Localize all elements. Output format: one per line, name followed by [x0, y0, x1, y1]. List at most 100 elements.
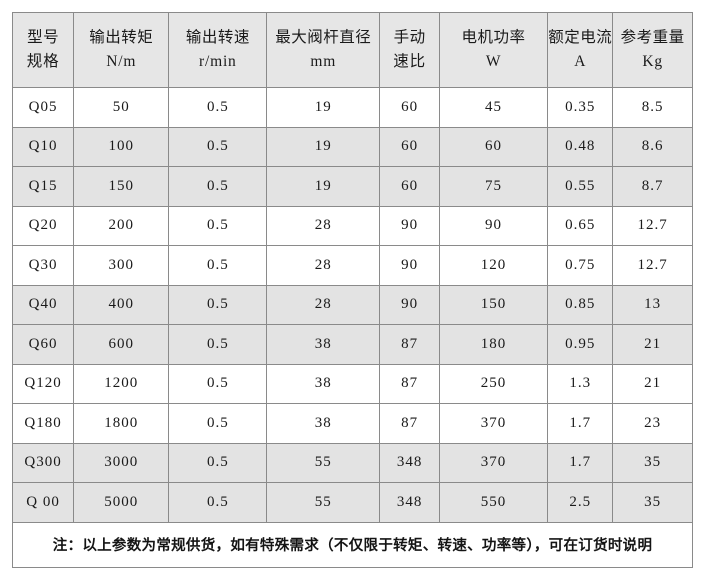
cell-stem-diameter: 55 [266, 442, 381, 483]
column-header-weight: 参考重量 Kg [612, 12, 693, 88]
cell-model: Q40 [11, 284, 75, 325]
cell-weight: 12.7 [612, 245, 693, 286]
cell-speed: 0.5 [168, 363, 268, 404]
cell-motor-power: 150 [438, 284, 549, 325]
cell-rated-current: 1.7 [547, 442, 614, 483]
table-row: Q180 1800 0.5 38 87 370 1.7 23 [11, 403, 693, 444]
cell-model: Q300 [11, 442, 75, 483]
cell-weight: 21 [612, 324, 693, 365]
cell-stem-diameter: 19 [266, 87, 381, 128]
cell-torque: 3000 [73, 442, 170, 483]
column-header-speed: 输出转速 r/min [168, 12, 268, 88]
cell-motor-power: 370 [438, 442, 549, 483]
cell-speed: 0.5 [168, 403, 268, 444]
table-header: 型号 规格 输出转矩 N/m 输出转速 r/min 最大阀杆直径 mm 手动 [11, 12, 693, 88]
table-row: Q60 600 0.5 38 87 180 0.95 21 [11, 324, 693, 365]
cell-weight: 35 [612, 482, 693, 523]
cell-motor-power: 250 [438, 363, 549, 404]
cell-rated-current: 0.48 [547, 126, 614, 167]
cell-rated-current: 0.75 [547, 245, 614, 286]
cell-weight: 8.7 [612, 166, 693, 207]
cell-weight: 12.7 [612, 205, 693, 246]
table-row: Q05 50 0.5 19 60 45 0.35 8.5 [11, 87, 693, 128]
cell-motor-power: 45 [438, 87, 549, 128]
cell-torque: 5000 [73, 482, 170, 523]
footnote-text: 注：以上参数为常规供货，如有特殊需求（不仅限于转矩、转速、功率等），可在订货时说… [12, 521, 693, 568]
column-header-torque: 输出转矩 N/m [73, 12, 170, 88]
cell-model: Q30 [11, 245, 75, 286]
column-header-stem-diameter-unit: mm [310, 53, 337, 70]
cell-model: Q20 [11, 205, 75, 246]
cell-manual-ratio: 90 [379, 205, 440, 246]
cell-speed: 0.5 [168, 205, 268, 246]
cell-rated-current: 0.35 [547, 87, 614, 128]
cell-manual-ratio: 87 [379, 324, 440, 365]
column-header-rated-current: 额定电流 A [547, 12, 614, 88]
cell-manual-ratio: 348 [379, 482, 440, 523]
cell-weight: 23 [612, 403, 693, 444]
specification-sheet: 型号 规格 输出转矩 N/m 输出转速 r/min 最大阀杆直径 mm 手动 [11, 12, 693, 568]
column-header-torque-unit: N/m [106, 53, 137, 70]
cell-manual-ratio: 87 [379, 403, 440, 444]
column-header-motor-power-unit: W [485, 53, 502, 70]
table-row: Q40 400 0.5 28 90 150 0.85 13 [11, 284, 693, 325]
table-header-row: 型号 规格 输出转矩 N/m 输出转速 r/min 最大阀杆直径 mm 手动 [11, 12, 693, 88]
table-body: Q05 50 0.5 19 60 45 0.35 8.5 Q10 100 0.5… [11, 87, 693, 568]
cell-model: Q10 [11, 126, 75, 167]
cell-speed: 0.5 [168, 442, 268, 483]
cell-rated-current: 1.7 [547, 403, 614, 444]
column-header-model-title: 型号 [27, 29, 60, 47]
cell-model: Q180 [11, 403, 75, 444]
cell-motor-power: 370 [438, 403, 549, 444]
cell-stem-diameter: 28 [266, 205, 381, 246]
cell-stem-diameter: 55 [266, 482, 381, 523]
cell-weight: 35 [612, 442, 693, 483]
cell-speed: 0.5 [168, 126, 268, 167]
column-header-model: 型号 规格 [11, 12, 75, 88]
cell-weight: 21 [612, 363, 693, 404]
cell-motor-power: 180 [438, 324, 549, 365]
column-header-weight-unit: Kg [642, 53, 663, 70]
cell-motor-power: 75 [438, 166, 549, 207]
table-row: Q 00 5000 0.5 55 348 550 2.5 35 [11, 482, 693, 523]
cell-motor-power: 550 [438, 482, 549, 523]
cell-manual-ratio: 60 [379, 126, 440, 167]
cell-torque: 300 [73, 245, 170, 286]
cell-torque: 1200 [73, 363, 170, 404]
cell-manual-ratio: 90 [379, 245, 440, 286]
column-header-manual-ratio-subtitle: 速比 [393, 53, 426, 70]
table-footnote-row: 注：以上参数为常规供货，如有特殊需求（不仅限于转矩、转速、功率等），可在订货时说… [12, 521, 693, 568]
cell-torque: 600 [73, 324, 170, 365]
cell-stem-diameter: 38 [266, 363, 381, 404]
cell-speed: 0.5 [168, 245, 268, 286]
column-header-motor-power: 电机功率 W [438, 12, 549, 88]
cell-torque: 1800 [73, 403, 170, 444]
cell-weight: 13 [612, 284, 693, 325]
cell-rated-current: 0.55 [547, 166, 614, 207]
cell-manual-ratio: 60 [379, 87, 440, 128]
table-row: Q120 1200 0.5 38 87 250 1.3 21 [11, 363, 693, 404]
cell-motor-power: 120 [438, 245, 549, 286]
cell-manual-ratio: 87 [379, 363, 440, 404]
table-row: Q20 200 0.5 28 90 90 0.65 12.7 [11, 205, 693, 246]
cell-rated-current: 1.3 [547, 363, 614, 404]
column-header-speed-title: 输出转速 [185, 29, 250, 47]
cell-rated-current: 0.65 [547, 205, 614, 246]
cell-stem-diameter: 28 [266, 245, 381, 286]
cell-speed: 0.5 [168, 87, 268, 128]
specification-table: 型号 规格 输出转矩 N/m 输出转速 r/min 最大阀杆直径 mm 手动 [11, 12, 693, 568]
column-header-speed-unit: r/min [199, 53, 237, 70]
cell-torque: 150 [73, 166, 170, 207]
cell-motor-power: 90 [438, 205, 549, 246]
cell-torque: 200 [73, 205, 170, 246]
cell-speed: 0.5 [168, 482, 268, 523]
cell-stem-diameter: 19 [266, 166, 381, 207]
cell-model: Q60 [11, 324, 75, 365]
column-header-manual-ratio-title: 手动 [393, 29, 426, 47]
cell-speed: 0.5 [168, 284, 268, 325]
cell-speed: 0.5 [168, 166, 268, 207]
cell-model: Q15 [11, 166, 75, 207]
cell-model: Q05 [11, 87, 75, 128]
cell-stem-diameter: 28 [266, 284, 381, 325]
column-header-model-subtitle: 规格 [26, 53, 60, 70]
